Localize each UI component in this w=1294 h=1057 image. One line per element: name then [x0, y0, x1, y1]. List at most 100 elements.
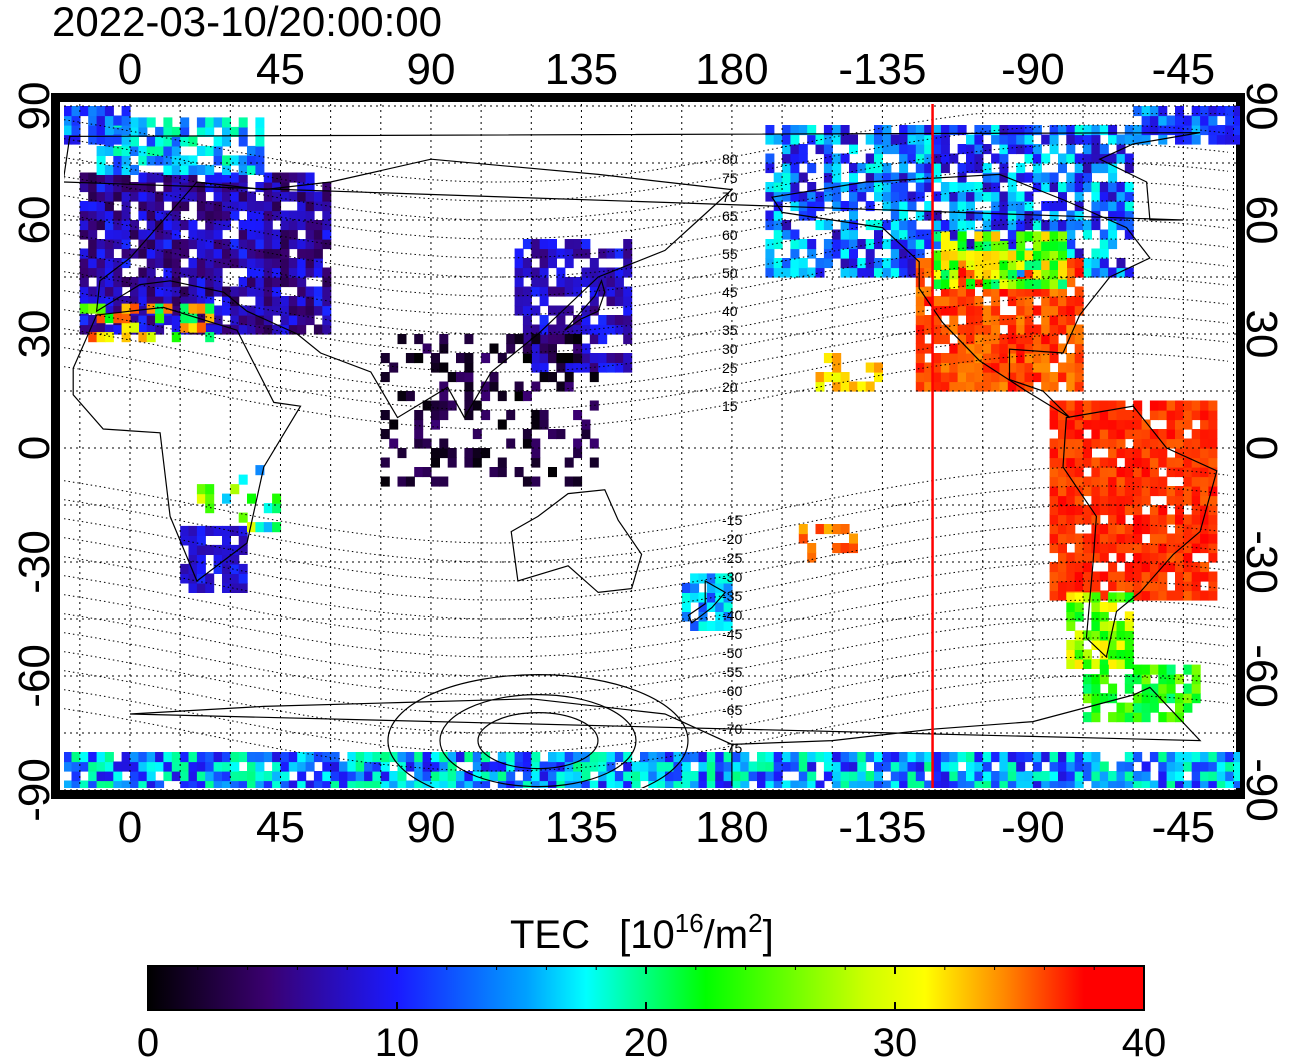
tec-cell — [1191, 115, 1201, 126]
tec-cell — [823, 761, 833, 772]
tec-cell — [121, 303, 131, 314]
tec-cell — [1049, 467, 1059, 478]
tec-cell — [1183, 761, 1193, 772]
tec-cell — [1032, 771, 1042, 782]
tec-cell — [138, 145, 148, 156]
tec-cell — [422, 438, 432, 449]
tec-cell — [272, 305, 282, 316]
tec-cell — [915, 163, 925, 174]
tec-cell — [1083, 533, 1092, 544]
coastline — [129, 686, 1202, 787]
tec-cell — [681, 601, 691, 612]
tec-cell — [1233, 106, 1240, 117]
tec-cell — [1091, 410, 1101, 421]
tec-cell — [1041, 372, 1051, 383]
tec-cell — [1149, 106, 1159, 117]
tec-cell — [823, 258, 833, 269]
tec-cell — [1083, 448, 1092, 459]
tec-cell — [155, 303, 165, 314]
tec-cell — [213, 145, 223, 156]
tec-cell — [1141, 438, 1151, 449]
tec-cell — [673, 780, 683, 788]
tec-cell — [1116, 429, 1126, 440]
tec-cell — [305, 296, 315, 307]
tec-cell — [481, 391, 491, 402]
tec-cell — [1108, 125, 1118, 136]
tec-cell — [1200, 486, 1210, 497]
tec-cell — [949, 343, 959, 354]
tec-cell — [807, 163, 817, 174]
tec-cell — [196, 544, 206, 555]
tec-cell — [940, 752, 950, 763]
tec-cell — [439, 334, 449, 345]
tec-cell — [890, 172, 900, 183]
tec-cell — [1099, 400, 1109, 411]
tec-cell — [255, 248, 265, 259]
tec-cell — [581, 239, 591, 250]
tec-cell — [564, 286, 574, 297]
tec-cell — [171, 220, 181, 231]
tec-cell — [1016, 144, 1026, 155]
tec-cell — [915, 324, 925, 335]
tec-cell — [79, 182, 89, 193]
tec-cell — [773, 229, 783, 240]
tec-cell — [539, 410, 549, 421]
tec-cell — [247, 229, 256, 240]
tec-cell — [196, 296, 206, 307]
tec-cell — [932, 372, 942, 383]
tec-cell — [832, 239, 842, 250]
tec-cell — [573, 277, 583, 288]
tec-cell — [447, 771, 457, 782]
tec-cell — [589, 372, 599, 383]
tec-cell — [297, 780, 307, 788]
tec-cell — [196, 573, 206, 584]
tec-cell — [1099, 495, 1109, 506]
tec-cell — [1124, 495, 1134, 506]
tec-cell — [1066, 524, 1076, 535]
tec-cell — [1049, 134, 1059, 145]
tec-cell — [1074, 134, 1084, 145]
tec-cell — [196, 780, 206, 788]
tec-cell — [982, 752, 992, 763]
tec-cell — [155, 780, 165, 788]
tec-cell — [1200, 115, 1210, 126]
tec-cell — [982, 771, 992, 782]
tec-cell — [849, 229, 858, 240]
tec-cell — [1058, 780, 1067, 788]
tec-cell — [915, 343, 925, 354]
tec-cell — [1116, 649, 1126, 660]
tec-cell — [247, 145, 256, 156]
tec-cell — [263, 210, 273, 221]
tec-cell — [297, 201, 307, 212]
tec-cell — [773, 771, 783, 782]
tec-cell — [1200, 410, 1210, 421]
tec-cell — [1166, 125, 1176, 136]
tec-cell — [121, 277, 131, 288]
tec-cell — [121, 106, 131, 117]
tec-cell — [1108, 467, 1118, 478]
tec-cell — [665, 771, 674, 782]
tec-cell — [113, 164, 123, 175]
tec-cell — [1133, 543, 1143, 554]
tec-cell — [531, 771, 541, 782]
tec-cell — [1066, 334, 1076, 345]
tec-cell — [1175, 495, 1184, 506]
tec-cell — [757, 761, 766, 772]
tec-cell — [113, 229, 123, 240]
tec-cell — [915, 334, 925, 345]
tec-cell — [1149, 543, 1159, 554]
tec-cell — [840, 239, 850, 250]
tec-cell — [96, 125, 106, 136]
tec-cell — [890, 761, 900, 772]
tec-cell — [163, 164, 173, 175]
tec-cell — [882, 258, 892, 269]
tec-cell — [222, 117, 231, 128]
tec-cell — [1124, 562, 1134, 573]
tec-cell — [1124, 134, 1134, 145]
tec-cell — [272, 277, 282, 288]
tec-cell — [213, 248, 223, 259]
tec-cell — [991, 315, 1001, 326]
tec-cell — [1041, 780, 1051, 788]
tec-cell — [915, 144, 925, 155]
tec-cell — [439, 780, 449, 788]
